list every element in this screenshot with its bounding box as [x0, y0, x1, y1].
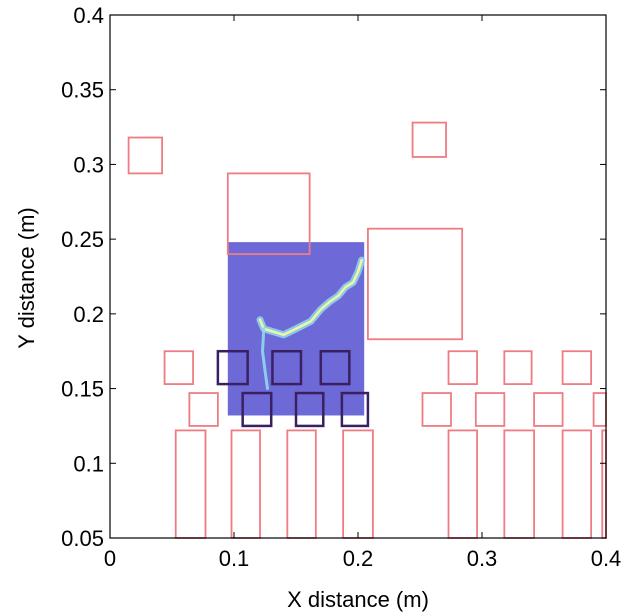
rectangle-12 [340, 391, 370, 428]
rectangle-17 [561, 350, 593, 385]
rectangle-20 [174, 429, 207, 539]
rectangle-9 [271, 349, 303, 386]
rectangle-23 [342, 429, 374, 539]
rectangle-15 [503, 350, 533, 385]
rectangle-19 [592, 392, 607, 427]
y-tick-label: 0.15 [61, 377, 104, 402]
rectangle-11 [319, 349, 351, 386]
axes-layer: 0 0.1 0.2 0.3 0.4 0.05 0.1 0.15 0.2 0.25 0.3 0.35 0.… [61, 3, 621, 571]
rectangle-13 [447, 350, 478, 385]
x-tick-label: 0.1 [219, 546, 250, 571]
y-tick-label: 0.35 [61, 78, 104, 103]
x-tick-label: 0.2 [343, 546, 374, 571]
rectangle-26 [561, 429, 593, 539]
rectangle-21 [230, 429, 261, 539]
crack-layer [256, 256, 366, 391]
y-tick-label: 0.1 [73, 451, 104, 476]
rectangle-5 [163, 350, 194, 385]
rectangle-8 [241, 391, 273, 428]
rectangle-16 [474, 392, 506, 427]
y-tick-label: 0.25 [61, 227, 104, 252]
crack-branch [261, 327, 269, 391]
rectangle-25 [503, 429, 535, 539]
x-tick-label: 0.3 [467, 546, 498, 571]
x-tick-label: 0.4 [591, 546, 622, 571]
x-tick-label: 0 [104, 546, 116, 571]
rectangle-14 [421, 392, 452, 427]
crack-core [258, 258, 363, 337]
rectangle-7 [216, 349, 249, 386]
rectangle-1 [127, 136, 163, 175]
y-axis-label: Y distance (m) [14, 207, 39, 348]
y-tick-label: 0.3 [73, 152, 104, 177]
rectangle-2 [411, 121, 447, 158]
rectangle-layer [127, 121, 607, 539]
rectangle-3 [226, 172, 311, 255]
y-tick-label: 0.2 [73, 302, 104, 327]
y-tick-label: 0.05 [61, 526, 104, 551]
rectangle-6 [188, 392, 219, 427]
rectangle-10 [294, 391, 325, 428]
y-tick-label: 0.4 [73, 3, 104, 28]
rectangle-4 [367, 227, 464, 341]
rectangle-24 [447, 429, 478, 539]
rectangle-22 [286, 429, 317, 539]
rectangle-18 [533, 392, 564, 427]
x-axis-label: X distance (m) [287, 587, 429, 612]
